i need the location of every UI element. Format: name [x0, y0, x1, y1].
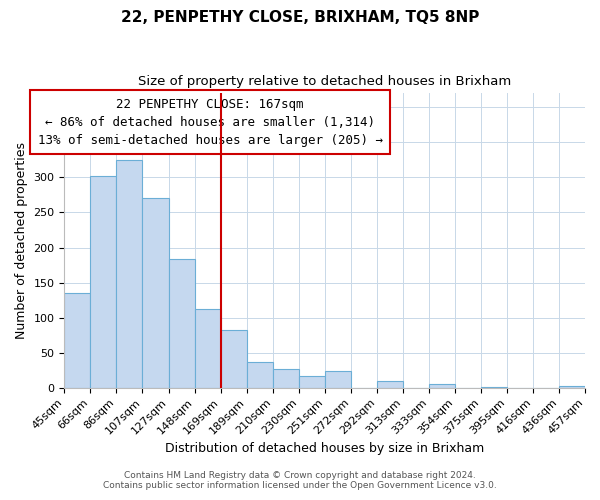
Bar	[481, 387, 507, 388]
Text: 22 PENPETHY CLOSE: 167sqm
← 86% of detached houses are smaller (1,314)
13% of se: 22 PENPETHY CLOSE: 167sqm ← 86% of detac…	[38, 98, 383, 146]
X-axis label: Distribution of detached houses by size in Brixham: Distribution of detached houses by size …	[165, 442, 484, 455]
Text: 22, PENPETHY CLOSE, BRIXHAM, TQ5 8NP: 22, PENPETHY CLOSE, BRIXHAM, TQ5 8NP	[121, 10, 479, 25]
Bar	[194, 308, 221, 388]
Bar	[247, 362, 272, 388]
Text: Contains HM Land Registry data © Crown copyright and database right 2024.
Contai: Contains HM Land Registry data © Crown c…	[103, 470, 497, 490]
Title: Size of property relative to detached houses in Brixham: Size of property relative to detached ho…	[138, 75, 511, 88]
Bar	[221, 330, 247, 388]
Bar	[377, 380, 403, 388]
Y-axis label: Number of detached properties: Number of detached properties	[15, 142, 28, 339]
Bar	[299, 376, 325, 388]
Bar	[116, 160, 142, 388]
Bar	[91, 176, 116, 388]
Bar	[325, 371, 351, 388]
Bar	[429, 384, 455, 388]
Bar	[559, 386, 585, 388]
Bar	[142, 198, 169, 388]
Bar	[272, 369, 299, 388]
Bar	[169, 260, 194, 388]
Bar	[64, 293, 91, 388]
